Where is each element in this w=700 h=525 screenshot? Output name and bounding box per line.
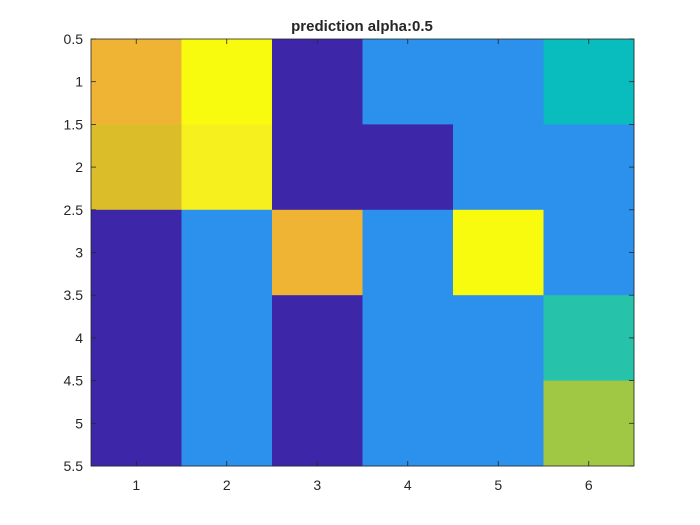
y-tick-label: 3.5 bbox=[64, 287, 84, 303]
heatmap-cell bbox=[362, 39, 454, 125]
heatmap-cell bbox=[181, 39, 273, 125]
heatmap-cell bbox=[453, 209, 544, 296]
x-tick-label: 1 bbox=[132, 477, 140, 493]
y-tick-label: 1 bbox=[75, 74, 83, 90]
heatmap-cell bbox=[272, 295, 363, 381]
heatmap-cell bbox=[453, 295, 544, 381]
heatmap-cell bbox=[91, 209, 182, 296]
y-tick-label: 5 bbox=[75, 415, 83, 431]
heatmap-cell bbox=[362, 380, 454, 467]
heatmap-cell bbox=[181, 124, 273, 211]
x-tick-label: 5 bbox=[494, 477, 502, 493]
heatmap-cell bbox=[453, 380, 544, 467]
chart-title: prediction alpha:0.5 bbox=[291, 18, 433, 35]
heatmap-cell bbox=[453, 39, 544, 125]
heatmap-cell bbox=[362, 124, 454, 211]
heatmap-cell bbox=[181, 295, 273, 381]
x-tick-label: 4 bbox=[404, 477, 412, 493]
x-tick-label: 3 bbox=[313, 477, 321, 493]
heatmap-cell bbox=[272, 39, 363, 125]
heatmap-cell bbox=[91, 124, 182, 211]
heatmap-cell bbox=[543, 124, 635, 211]
y-tick-label: 4.5 bbox=[64, 373, 84, 389]
heatmap-cell bbox=[272, 380, 363, 467]
heatmap-cell bbox=[181, 209, 273, 296]
heatmap-cell bbox=[362, 295, 454, 381]
heatmap-cell bbox=[362, 209, 454, 296]
heatmap-cell bbox=[543, 295, 635, 381]
heatmap-cell bbox=[543, 380, 635, 467]
y-tick-label: 5.5 bbox=[64, 458, 84, 474]
heatmap-cell bbox=[453, 124, 544, 211]
heatmap-cell bbox=[91, 380, 182, 467]
heatmap-cell bbox=[181, 380, 273, 467]
heatmap-cell bbox=[543, 209, 635, 296]
axes: 1 2 3 4 5 6 0.5 1 1.5 2 2.5 3 3.5 4 4.5 5 5.5 bbox=[64, 31, 635, 493]
heatmap-cell bbox=[543, 39, 635, 125]
heatmap-cells bbox=[91, 39, 635, 467]
y-tick-label: 0.5 bbox=[64, 31, 84, 47]
y-tick-label: 3 bbox=[75, 245, 83, 261]
heatmap-cell bbox=[272, 209, 363, 296]
heatmap-cell bbox=[272, 124, 363, 211]
x-tick-label: 6 bbox=[585, 477, 593, 493]
y-tick-label: 2 bbox=[75, 159, 83, 175]
x-tick-label: 2 bbox=[223, 477, 231, 493]
y-tick-label: 1.5 bbox=[64, 116, 84, 132]
y-tick-label: 4 bbox=[75, 330, 83, 346]
y-tick-label: 2.5 bbox=[64, 202, 84, 218]
heatmap-cell bbox=[91, 39, 182, 125]
heatmap-cell bbox=[91, 295, 182, 381]
